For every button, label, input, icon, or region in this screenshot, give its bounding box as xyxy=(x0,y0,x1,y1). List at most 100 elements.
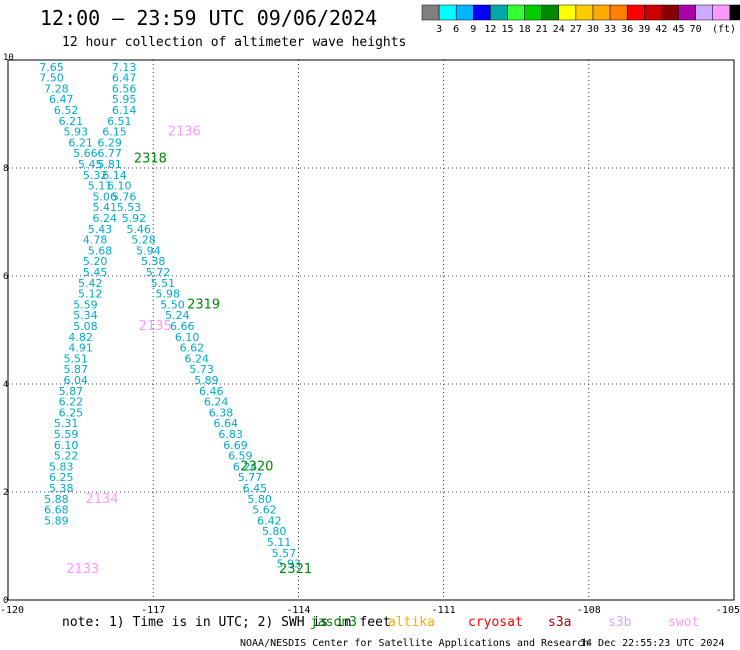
color-scale-swatch xyxy=(473,4,491,21)
plot-frame xyxy=(7,59,735,601)
wave-height-value: 6.62 xyxy=(180,342,205,355)
wave-height-value: 6.42 xyxy=(257,514,282,527)
wave-height-value: 6.83 xyxy=(218,428,243,441)
wave-height-value: 6.25 xyxy=(59,406,84,419)
satellite-legend-item: swot xyxy=(668,615,699,630)
wave-height-value: 5.12 xyxy=(78,288,103,301)
wave-height-value: 5.89 xyxy=(44,514,69,527)
wave-height-value: 6.24 xyxy=(233,460,258,473)
footer-note: note: 1) Time is in UTC; 2) SWH is in fe… xyxy=(62,615,391,630)
y-tick-label: 10 xyxy=(3,53,14,63)
wave-height-value: 6.69 xyxy=(223,439,248,452)
color-scale-label: 42 xyxy=(655,24,667,35)
wave-height-value: 5.51 xyxy=(64,352,89,365)
wave-height-value: 7.13 xyxy=(112,61,137,74)
color-scale-label: 36 xyxy=(621,24,633,35)
wave-height-value: 5.38 xyxy=(49,482,74,495)
wave-height-value: 5.66 xyxy=(73,147,98,160)
satellite-legend: jason3 altika cryosat s3a s3b swot xyxy=(310,615,699,630)
color-scale-label: 33 xyxy=(604,24,616,35)
wave-height-value: 5.11 xyxy=(88,180,113,193)
color-scale-swatch xyxy=(592,4,611,21)
wave-height-value: 5.68 xyxy=(88,244,113,257)
wave-height-value: 6.04 xyxy=(64,374,89,387)
pass-time-label: 2135 xyxy=(139,319,172,334)
x-tick-label: -108 xyxy=(577,605,601,616)
x-tick-label: -105 xyxy=(716,605,740,616)
wave-height-value: 5.46 xyxy=(126,223,151,236)
footer-timestamp: 14 Dec 22:55:23 UTC 2024 xyxy=(580,638,725,649)
color-scale-swatch xyxy=(455,4,474,21)
wave-height-value: 6.66 xyxy=(170,320,195,333)
wave-height-value: 6.64 xyxy=(214,417,239,430)
wave-height-value: 6.56 xyxy=(112,82,137,95)
wave-height-value: 5.08 xyxy=(73,320,98,333)
wave-height-value: 5.31 xyxy=(54,417,79,430)
wave-height-value: 5.50 xyxy=(160,298,185,311)
color-scale-swatch xyxy=(661,4,679,21)
wave-height-value: 5.45 xyxy=(83,266,108,279)
wave-height-value: 7.65 xyxy=(39,61,64,74)
wave-height-value: 5.87 xyxy=(59,385,84,398)
wave-height-value: 4.78 xyxy=(83,234,108,247)
satellite-legend-item: s3b xyxy=(608,615,632,630)
color-scale-swatch xyxy=(507,4,525,21)
pass-time-label: 2319 xyxy=(187,297,220,312)
wave-height-value: 5.80 xyxy=(247,493,272,506)
pass-time-label: 2133 xyxy=(66,562,99,577)
wave-height-value: 6.21 xyxy=(59,115,84,128)
wave-height-value: 5.51 xyxy=(151,277,176,290)
color-scale-label: 45 xyxy=(672,24,684,35)
y-tick-label: 0 xyxy=(3,596,8,606)
color-scale-label: 6 xyxy=(453,24,459,35)
wave-height-value: 5.76 xyxy=(112,190,137,203)
color-scale-label: 15 xyxy=(501,24,513,35)
wave-height-value: 6.51 xyxy=(107,115,132,128)
y-tick-label: 6 xyxy=(3,272,8,282)
color-scale-bar: 3 6 9 12 15 18 21 24 27 30 33 36 39 42 45 70 xyxy=(421,4,740,35)
color-scale-label: 24 xyxy=(553,24,565,35)
wave-height-value: 6.24 xyxy=(185,352,210,365)
wave-height-value: 5.11 xyxy=(267,536,292,549)
wave-height-value: 5.57 xyxy=(272,547,297,560)
wave-height-value: 5.98 xyxy=(155,288,180,301)
wave-height-value: 5.45 xyxy=(78,158,103,171)
x-tick-label: -111 xyxy=(432,605,456,616)
wave-height-value: 6.10 xyxy=(54,439,79,452)
wave-height-value: 5.62 xyxy=(252,504,277,517)
satellite-legend-item: jason3 xyxy=(310,615,357,630)
wave-height-value: 5.83 xyxy=(49,460,74,473)
wave-height-value: 5.77 xyxy=(238,471,263,484)
wave-height-value: 6.68 xyxy=(44,504,69,517)
y-axis-ticks: 0 2 4 6 8 10 xyxy=(3,53,14,606)
wave-height-value: 5.32 xyxy=(83,169,108,182)
wave-height-value: 5.81 xyxy=(97,158,122,171)
color-scale-swatch xyxy=(524,4,542,21)
y-tick-label: 8 xyxy=(3,164,8,174)
color-scale-swatch xyxy=(438,4,457,21)
wave-height-value: 5.59 xyxy=(73,298,98,311)
color-scale-label: 18 xyxy=(519,24,531,35)
y-tick-label: 4 xyxy=(3,380,8,390)
wave-height-value: 6.10 xyxy=(175,331,200,344)
wave-height-value: 5.95 xyxy=(112,93,137,106)
color-scale-label: 39 xyxy=(638,24,650,35)
wave-height-value: 5.73 xyxy=(189,363,214,376)
color-scale-swatch xyxy=(626,4,645,21)
wave-height-value: 7.50 xyxy=(39,72,64,85)
y-tick-label: 2 xyxy=(3,488,8,498)
x-tick-label: -117 xyxy=(141,605,165,616)
color-scale-swatch xyxy=(609,4,628,21)
color-scale-swatch xyxy=(541,4,560,21)
x-tick-label: -120 xyxy=(0,605,24,616)
wave-height-value: 6.47 xyxy=(112,72,137,85)
wave-height-value: 5.72 xyxy=(146,266,171,279)
footer-credit: NOAA/NESDIS Center for Satellite Applica… xyxy=(240,638,589,649)
wave-height-value: 4.82 xyxy=(68,331,93,344)
wave-height-value: 5.24 xyxy=(165,309,190,322)
wave-height-value: 5.89 xyxy=(194,374,219,387)
wave-height-value: 7.28 xyxy=(44,82,69,95)
wave-height-value: 5.87 xyxy=(64,363,89,376)
wave-height-value: 5.53 xyxy=(117,201,142,214)
